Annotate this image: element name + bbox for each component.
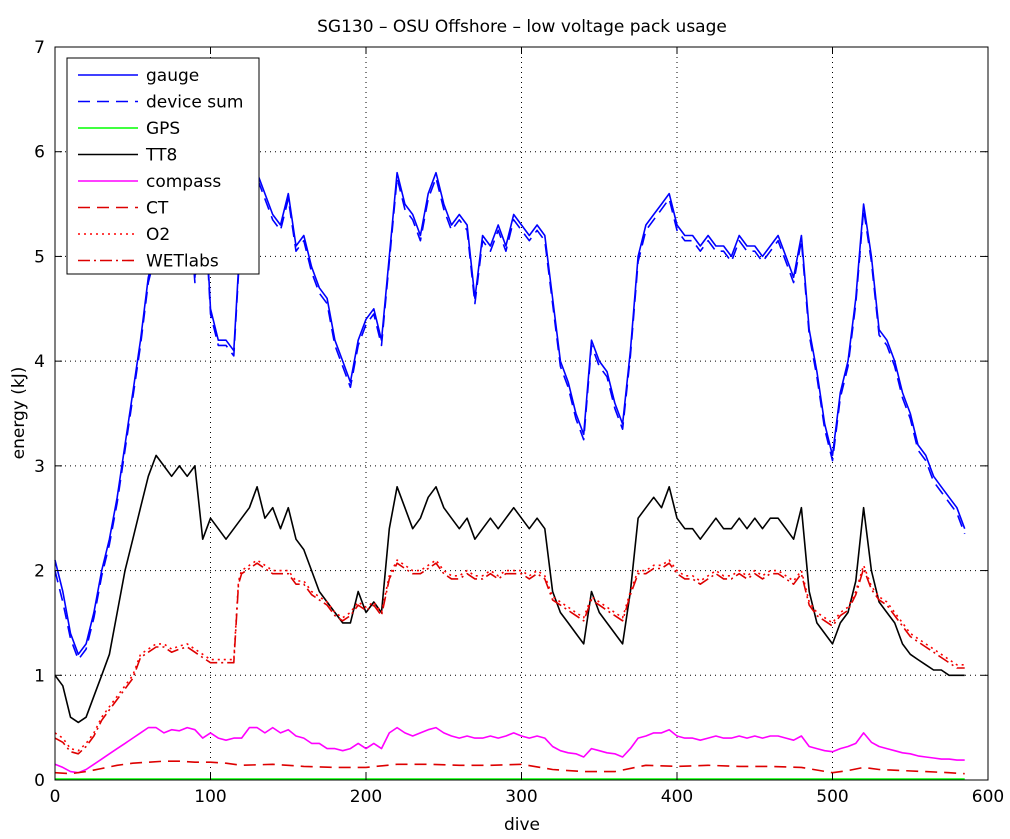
y-tick-label: 6	[34, 143, 45, 163]
y-tick-label: 7	[34, 38, 45, 58]
series-line-tt8	[54, 454, 965, 724]
legend-box	[66, 57, 260, 275]
x-tick-label: 600	[972, 787, 1004, 807]
legend-label: CT	[146, 199, 169, 219]
legend-label: device sum	[146, 93, 243, 113]
x-tick-label: 500	[816, 787, 848, 807]
series-line-compass	[54, 726, 965, 774]
y-tick-label: 2	[34, 562, 45, 582]
axis-ticks: 0 100 200 300 400 500 600 0 1 2 3 4 5 6 7	[34, 38, 1004, 807]
x-tick-label: 100	[194, 787, 226, 807]
y-tick-label: 1	[34, 666, 45, 686]
y-axis-label: energy (kJ)	[9, 367, 29, 460]
x-axis-label: dive	[504, 815, 540, 835]
legend-label: WETlabs	[146, 252, 219, 272]
x-tick-label: 0	[50, 787, 61, 807]
legend-label: compass	[146, 172, 221, 192]
x-tick-label: 400	[661, 787, 693, 807]
legend-label: gauge	[146, 66, 199, 86]
y-tick-label: 5	[34, 247, 45, 267]
y-tick-label: 0	[34, 771, 45, 791]
legend-label: TT8	[145, 146, 177, 166]
y-tick-label: 4	[34, 352, 45, 372]
y-tick-label: 3	[34, 457, 45, 477]
series-line-wetlabs	[54, 562, 965, 755]
chart-title: SG130 – OSU Offshore – low voltage pack …	[317, 17, 727, 37]
legend-label: GPS	[146, 119, 180, 139]
series-line-o2	[54, 559, 965, 752]
legend-label: O2	[146, 225, 170, 245]
x-tick-label: 300	[505, 787, 537, 807]
legend: gauge device sum GPS TT8 compass CT O2 WETlabs	[66, 57, 260, 275]
series-line-ct	[54, 760, 965, 775]
x-tick-label: 200	[350, 787, 382, 807]
